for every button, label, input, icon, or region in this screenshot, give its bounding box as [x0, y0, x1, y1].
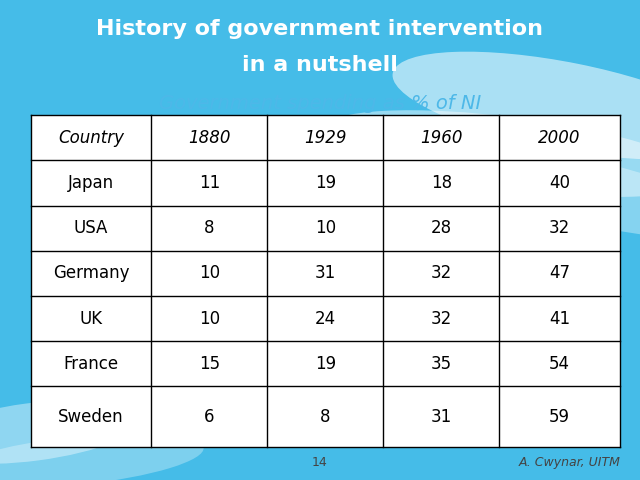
Text: Germany: Germany [53, 264, 129, 282]
Ellipse shape [436, 144, 640, 240]
Text: Japan: Japan [68, 174, 114, 192]
Ellipse shape [0, 433, 204, 480]
Text: 10: 10 [199, 310, 220, 327]
Text: UK: UK [79, 310, 102, 327]
Text: 19: 19 [315, 355, 336, 373]
Text: 41: 41 [549, 310, 570, 327]
Text: 8: 8 [320, 408, 331, 426]
Text: 8: 8 [204, 219, 214, 237]
Text: 54: 54 [549, 355, 570, 373]
Text: 11: 11 [199, 174, 220, 192]
Text: 18: 18 [431, 174, 452, 192]
Text: 47: 47 [549, 264, 570, 282]
Text: 14: 14 [312, 456, 328, 469]
Text: A. Cwynar, UITM: A. Cwynar, UITM [519, 456, 621, 469]
Text: 31: 31 [315, 264, 336, 282]
Text: 32: 32 [549, 219, 570, 237]
Text: 10: 10 [199, 264, 220, 282]
Text: USA: USA [74, 219, 108, 237]
Text: France: France [63, 355, 118, 373]
Text: 28: 28 [431, 219, 452, 237]
Text: 1960: 1960 [420, 129, 463, 147]
Text: 59: 59 [549, 408, 570, 426]
Text: 19: 19 [315, 174, 336, 192]
Text: 1929: 1929 [304, 129, 347, 147]
Bar [31, 115, 620, 447]
Ellipse shape [0, 400, 143, 464]
Ellipse shape [392, 52, 640, 159]
Text: Sweden: Sweden [58, 408, 124, 426]
Text: Country: Country [58, 129, 124, 147]
Text: 31: 31 [431, 408, 452, 426]
Text: 40: 40 [549, 174, 570, 192]
Text: in a nutshell: in a nutshell [242, 55, 398, 75]
Text: 6: 6 [204, 408, 214, 426]
Text: Government spending as % of NI: Government spending as % of NI [159, 94, 481, 113]
Text: 1880: 1880 [188, 129, 230, 147]
Text: 32: 32 [431, 310, 452, 327]
Text: History of government intervention: History of government intervention [97, 19, 543, 39]
Text: 32: 32 [431, 264, 452, 282]
Text: 24: 24 [315, 310, 336, 327]
Text: 35: 35 [431, 355, 452, 373]
Text: 2000: 2000 [538, 129, 580, 147]
Text: 10: 10 [315, 219, 336, 237]
Ellipse shape [323, 110, 640, 197]
Text: 15: 15 [199, 355, 220, 373]
